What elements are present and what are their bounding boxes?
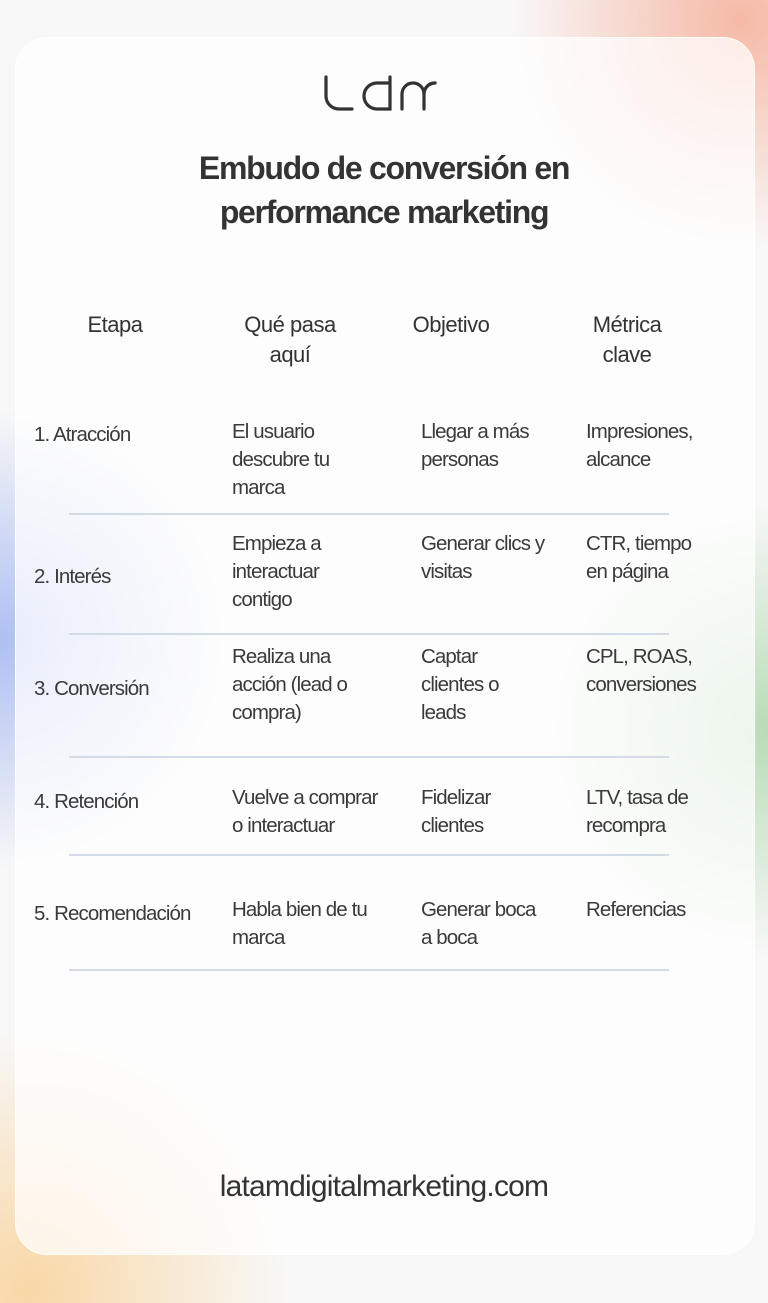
header-metrica: Métrica clave [593,310,662,370]
cell-line: Captar [421,645,478,668]
row-divider [69,633,669,635]
cell-line: interactuar [232,560,320,583]
cell-line: o interactuar [232,814,335,837]
cell-line: contigo [232,588,293,611]
title-line-2: performance marketing [219,194,550,230]
cell-line: descubre tu [232,448,330,471]
cell-line: Generar boca [421,898,536,921]
cell-line: Llegar a más [421,420,530,443]
cell-line: clientes o [421,673,500,696]
cell-line: Vuelve a comprar [232,786,378,809]
cell-line: recompra [586,814,666,837]
cell-line: Impresiones, [586,420,693,443]
header-text: Qué pasa [244,312,336,337]
stage-label: 2. Interés [34,565,111,588]
ldm-logo [324,75,437,111]
cell-line: clientes [421,814,484,837]
row-divider [69,513,669,515]
page-title: Embudo de conversión en performance mark… [0,146,768,234]
cell-metric: LTV, tasa de recompra [586,784,689,840]
cell-line: Referencias [586,898,686,921]
cell-goal: Fidelizar clientes [421,784,491,840]
cell-line: marca [232,926,285,949]
cell-line: Empieza a [232,532,322,555]
stage-label: 1. Atracción [34,423,131,446]
header-etapa: Etapa [87,310,144,340]
cell-metric: Impresiones, alcance [586,418,693,474]
cell-goal: Captar clientes o leads [421,643,500,727]
cell-line: leads [421,701,466,724]
cell-line: El usuario [232,420,315,443]
header-text: aquí [269,342,311,367]
row-divider [69,969,669,971]
row-divider [69,854,669,856]
cell-line: en página [586,560,669,583]
cell-what: Realiza una acción (lead o compra) [232,643,348,727]
cell-line: visitas [421,560,473,583]
cell-line: marca [232,476,285,499]
header-text: Etapa [87,312,144,337]
card [15,37,755,1255]
stage-label: 3. Conversión [34,677,150,700]
website-url: latamdigitalmarketing.com [219,1170,549,1203]
cell-line: compra) [232,701,302,724]
cell-line: a boca [421,926,478,949]
cell-line: LTV, tasa de [586,786,689,809]
header-que-pasa: Qué pasa aquí [244,310,336,370]
cell-line: Generar clics y [421,532,545,555]
cell-goal: Generar boca a boca [421,896,536,952]
cell-line: Fidelizar [421,786,491,809]
header-text: Objetivo [412,312,490,337]
cell-what: Vuelve a comprar o interactuar [232,784,378,840]
title-line-1: Embudo de conversión en [198,150,570,186]
cell-line: conversiones [586,673,697,696]
stage-label: 5. Recomendación [34,902,191,925]
row-divider [69,756,669,758]
cell-goal: Llegar a más personas [421,418,530,474]
cell-what: Habla bien de tu marca [232,896,368,952]
cell-metric: Referencias [586,896,686,924]
header-text: clave [602,342,652,367]
cell-line: personas [421,448,499,471]
cell-line: acción (lead o [232,673,348,696]
cell-line: Realiza una [232,645,331,668]
cell-goal: Generar clics y visitas [421,530,545,586]
cell-what: El usuario descubre tu marca [232,418,330,502]
cell-line: Habla bien de tu [232,898,368,921]
stage-label: 4. Retención [34,790,139,813]
cell-line: CTR, tiempo [586,532,692,555]
cell-metric: CTR, tiempo en página [586,530,692,586]
cell-line: CPL, ROAS, [586,645,693,668]
cell-what: Empieza a interactuar contigo [232,530,322,614]
header-objetivo: Objetivo [413,310,490,340]
cell-metric: CPL, ROAS, conversiones [586,643,697,699]
cell-line: alcance [586,448,651,471]
header-text: Métrica [592,312,662,337]
